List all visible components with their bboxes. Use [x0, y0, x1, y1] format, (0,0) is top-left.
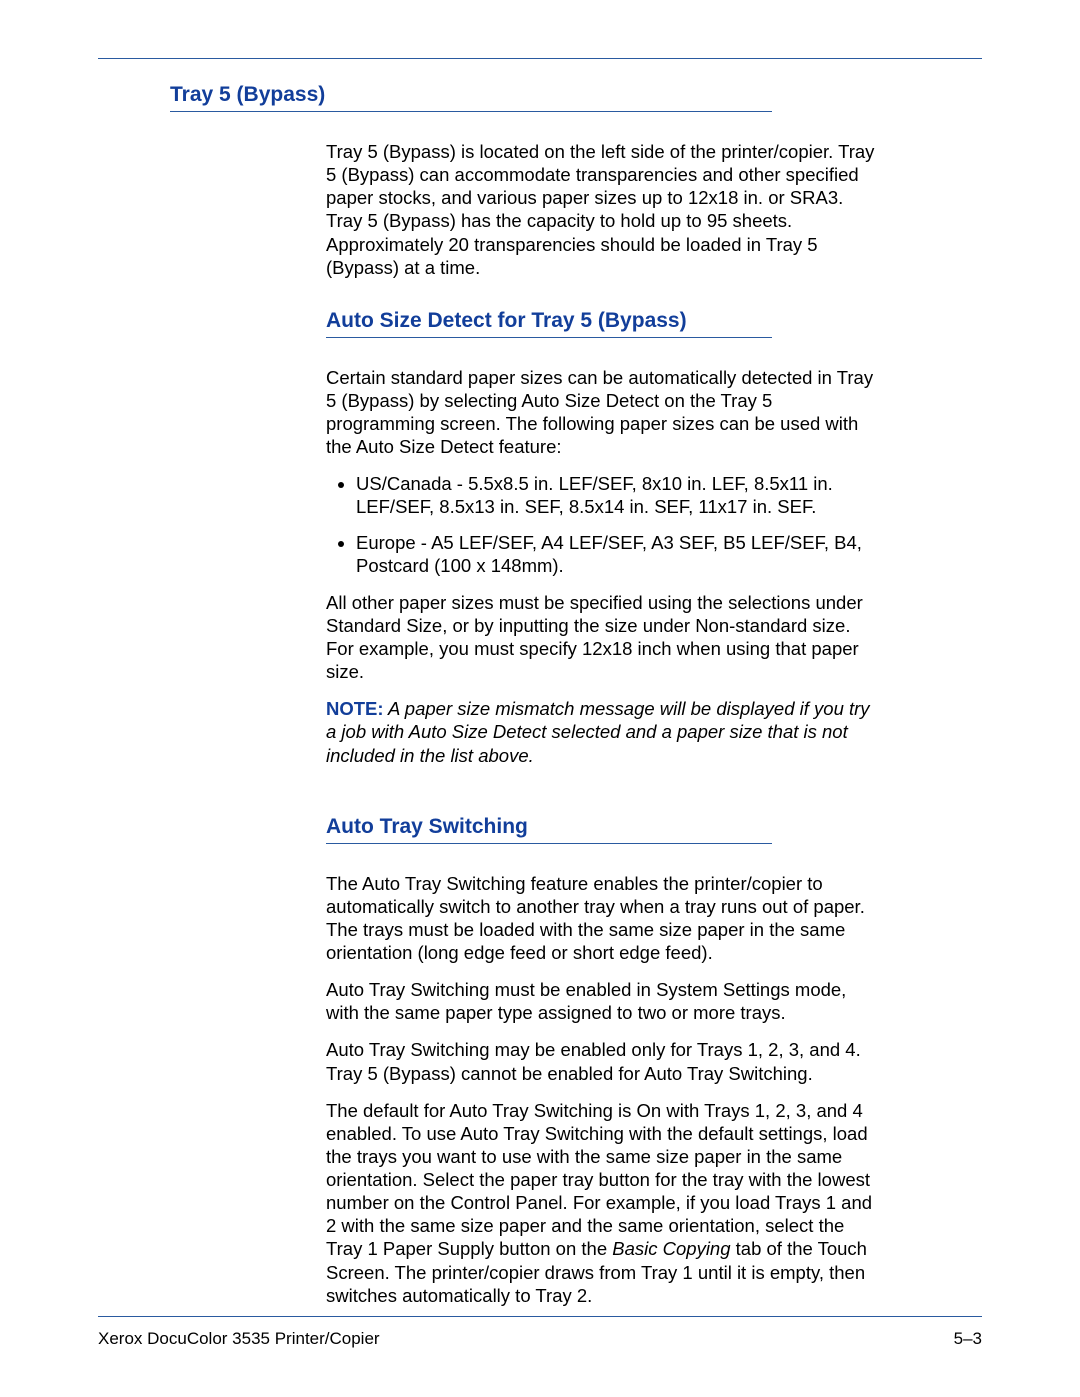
paragraph: Auto Tray Switching must be enabled in S…	[326, 978, 882, 1024]
italic-phrase: Basic Copying	[612, 1238, 730, 1259]
page-footer: Xerox DocuColor 3535 Printer/Copier 5–3	[98, 1329, 982, 1349]
paragraph: Certain standard paper sizes can be auto…	[326, 366, 882, 459]
bottom-horizontal-rule	[98, 1316, 982, 1317]
section-heading-autotray: Auto Tray Switching	[326, 815, 772, 844]
note-text: A paper size mismatch message will be di…	[326, 698, 870, 765]
document-page: Tray 5 (Bypass) Tray 5 (Bypass) is locat…	[0, 0, 1080, 1397]
paragraph: The Auto Tray Switching feature enables …	[326, 872, 882, 965]
paragraph: The default for Auto Tray Switching is O…	[326, 1099, 882, 1307]
body-autotray: The Auto Tray Switching feature enables …	[326, 872, 882, 1307]
paragraph: Tray 5 (Bypass) is located on the left s…	[326, 140, 882, 279]
note-paragraph: NOTE: A paper size mismatch message will…	[326, 697, 882, 766]
note-label: NOTE:	[326, 698, 384, 719]
body-tray5: Tray 5 (Bypass) is located on the left s…	[326, 140, 882, 279]
body-autosize: Certain standard paper sizes can be auto…	[326, 366, 882, 767]
section-heading-autosize: Auto Size Detect for Tray 5 (Bypass)	[326, 309, 772, 338]
footer-left: Xerox DocuColor 3535 Printer/Copier	[98, 1329, 380, 1349]
top-horizontal-rule	[98, 58, 982, 59]
list-item: US/Canada - 5.5x8.5 in. LEF/SEF, 8x10 in…	[356, 472, 882, 518]
paragraph: All other paper sizes must be specified …	[326, 591, 882, 684]
paragraph-part-a: The default for Auto Tray Switching is O…	[326, 1100, 872, 1260]
paragraph: Auto Tray Switching may be enabled only …	[326, 1038, 882, 1084]
footer-right: 5–3	[954, 1329, 982, 1349]
section-heading-tray5: Tray 5 (Bypass)	[170, 83, 772, 112]
list-item: Europe - A5 LEF/SEF, A4 LEF/SEF, A3 SEF,…	[356, 531, 882, 577]
bullet-list: US/Canada - 5.5x8.5 in. LEF/SEF, 8x10 in…	[326, 472, 882, 577]
